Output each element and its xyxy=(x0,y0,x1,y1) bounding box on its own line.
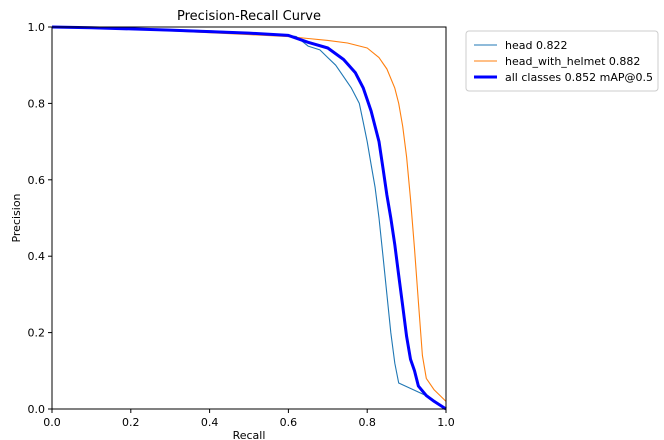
x-axis-title: Recall xyxy=(233,429,266,440)
x-tick-label: 0.0 xyxy=(43,416,61,429)
y-tick-label: 0.0 xyxy=(28,403,46,416)
series-line-0 xyxy=(51,26,447,410)
series-line-1 xyxy=(51,26,447,402)
x-tick-label: 0.8 xyxy=(358,416,376,429)
y-tick-label: 0.2 xyxy=(28,327,46,340)
x-tick-label: 1.0 xyxy=(437,416,455,429)
y-tick-label: 1.0 xyxy=(28,21,46,34)
plot-frame xyxy=(51,26,447,410)
legend-label-1: head_with_helmet 0.882 xyxy=(505,55,640,68)
series-line-2 xyxy=(51,25,447,411)
y-tick-label: 0.4 xyxy=(28,250,46,263)
y-tick-label: 0.8 xyxy=(28,97,46,110)
y-tick-label: 0.6 xyxy=(28,174,46,187)
plot-area xyxy=(51,25,447,411)
legend-label-2: all classes 0.852 mAP@0.5 xyxy=(505,71,653,84)
x-axis: 0.0 0.2 0.4 0.6 0.8 1.0 xyxy=(43,409,455,429)
legend: head 0.822 head_with_helmet 0.882 all clas… xyxy=(465,30,659,92)
y-axis-title: Precision xyxy=(10,193,23,242)
legend-label-0: head 0.822 xyxy=(505,39,567,52)
x-tick-label: 0.6 xyxy=(280,416,298,429)
x-tick-label: 0.2 xyxy=(122,416,140,429)
x-tick-label: 0.4 xyxy=(201,416,219,429)
y-axis: 0.0 0.2 0.4 0.6 0.8 1.0 xyxy=(28,21,52,416)
legend-frame xyxy=(465,30,659,92)
chart-title: Precision-Recall Curve xyxy=(177,9,321,24)
